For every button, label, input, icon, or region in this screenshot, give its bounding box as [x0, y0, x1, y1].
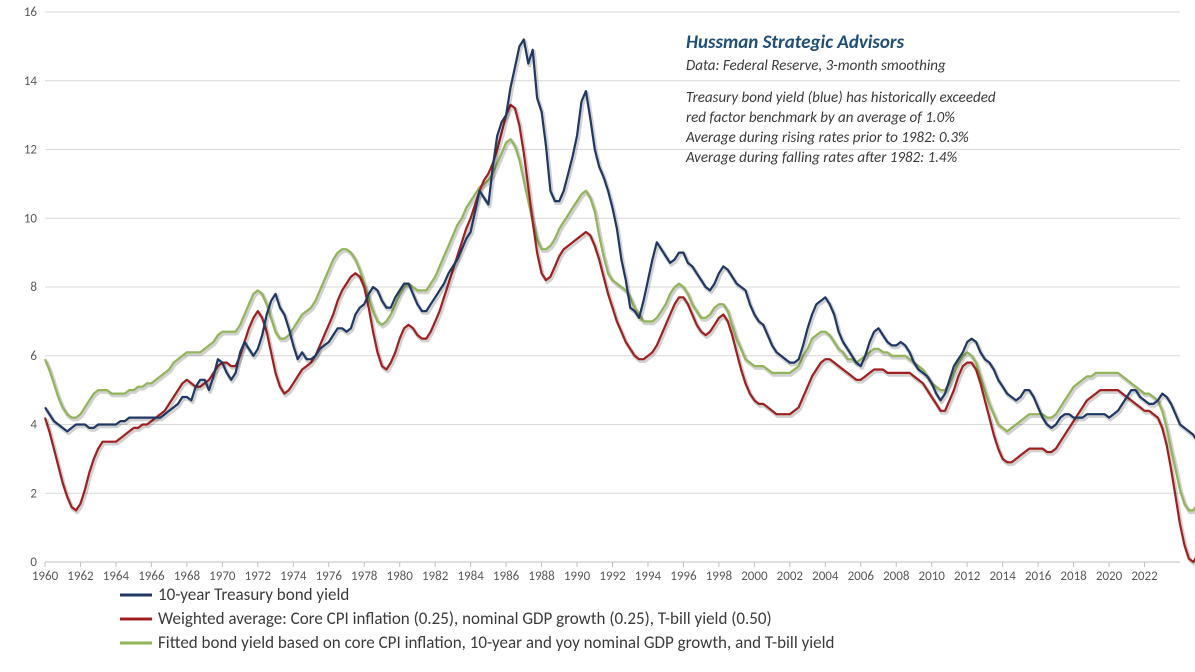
- x-tick-label: 2012: [954, 569, 981, 584]
- y-tick-label: 0: [30, 555, 37, 570]
- y-tick-label: 8: [30, 280, 37, 295]
- x-tick-label: 2008: [883, 569, 910, 584]
- series-shadow-treasury: [46, 41, 1195, 539]
- chart-note: Average during falling rates after 1982:…: [685, 149, 958, 167]
- x-tick-label: 1986: [493, 569, 520, 584]
- x-tick-label: 2000: [741, 569, 768, 584]
- y-tick-label: 14: [24, 74, 38, 89]
- chart-subtitle: Data: Federal Reserve, 3-month smoothing: [686, 57, 946, 75]
- chart-container: 0 2 4 6 8 10 12 14 16 1960 1962 1964 1966 1968 1970 197…: [0, 0, 1195, 672]
- x-tick-label: 2004: [812, 569, 839, 584]
- x-tick-label: 1988: [528, 569, 555, 584]
- x-tick-label: 1994: [635, 569, 662, 584]
- chart-note: Treasury bond yield (blue) has historica…: [686, 89, 996, 107]
- x-tick-label: 2016: [1025, 569, 1052, 584]
- x-tick-label: 2022: [1131, 569, 1158, 584]
- x-tick-label: 2010: [919, 569, 946, 584]
- x-tick-label: 2006: [848, 569, 875, 584]
- legend-label-fitted: Fitted bond yield based on core CPI infl…: [158, 632, 834, 653]
- y-tick-label: 12: [24, 143, 38, 158]
- x-tick-label: 1966: [138, 569, 165, 584]
- y-tick-label: 4: [30, 418, 37, 433]
- x-tick-label: 1968: [174, 569, 201, 584]
- x-tick-label: 1974: [280, 569, 307, 584]
- x-tick-label: 1982: [422, 569, 449, 584]
- x-tick-label: 1970: [209, 569, 236, 584]
- x-tick-label: 1984: [457, 569, 484, 584]
- x-tick-label: 2002: [777, 569, 804, 584]
- y-tick-label: 6: [30, 349, 37, 364]
- x-tick-label: 1960: [32, 569, 59, 584]
- x-tick-label: 1980: [387, 569, 414, 584]
- x-tick-label: 1962: [67, 569, 94, 584]
- x-tick-label: 1964: [103, 569, 130, 584]
- legend-label-treasury: 10-year Treasury bond yield: [158, 584, 349, 605]
- chart-note: Average during rising rates prior to 198…: [685, 129, 969, 147]
- chart-title: Hussman Strategic Advisors: [686, 31, 905, 54]
- x-tick-label: 1996: [670, 569, 697, 584]
- line-chart: 0 2 4 6 8 10 12 14 16 1960 1962 1964 1966 1968 1970 197…: [0, 0, 1195, 672]
- y-tick-label: 16: [24, 5, 38, 20]
- chart-note: red factor benchmark by an average of 1.…: [686, 109, 955, 127]
- series-fitted: [45, 139, 1195, 548]
- x-tick-label: 1976: [316, 569, 343, 584]
- x-tick-label: 1972: [245, 569, 272, 584]
- x-tick-label: 1998: [706, 569, 733, 584]
- x-tick-label: 2014: [989, 569, 1016, 584]
- x-tick-label: 2018: [1060, 569, 1087, 584]
- x-tick-label: 2020: [1096, 569, 1123, 584]
- y-tick-label: 2: [30, 486, 37, 501]
- series-shadow-fitted: [46, 141, 1195, 550]
- x-tick-label: 1992: [599, 569, 626, 584]
- legend-label-weighted: Weighted average: Core CPI inflation (0.…: [158, 608, 772, 629]
- x-tick-label: 1978: [351, 569, 378, 584]
- x-tick-label: 1990: [564, 569, 591, 584]
- y-tick-label: 10: [24, 211, 38, 226]
